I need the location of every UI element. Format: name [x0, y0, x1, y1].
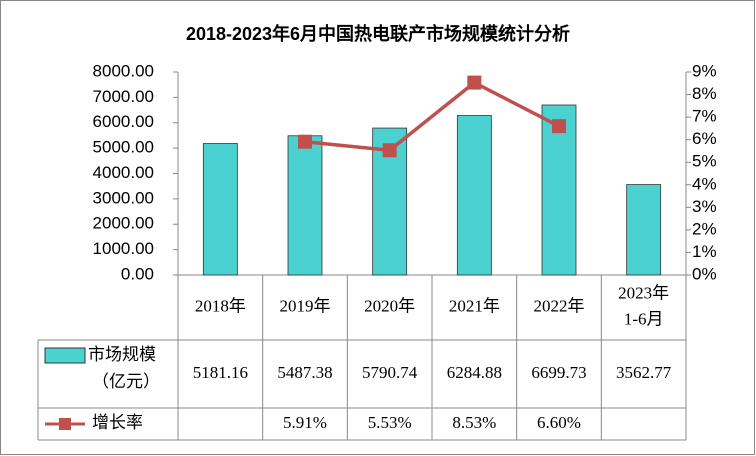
y2-tick-label: 4%: [692, 174, 717, 193]
bar: [456, 115, 492, 276]
table-value: 5181.16: [193, 363, 248, 382]
y2-tick-label: 3%: [692, 197, 717, 216]
y2-tick-label: 8%: [692, 84, 717, 103]
line-marker: [382, 143, 397, 158]
y-tick-label: 4000.00: [93, 163, 154, 182]
table-value: 5790.74: [362, 363, 418, 382]
x-tick-label: 2018年: [195, 296, 246, 315]
x-tick-label: 2020年: [364, 296, 415, 315]
line-marker: [552, 119, 566, 134]
bar: [287, 135, 323, 276]
y-tick-label: 3000.00: [93, 188, 154, 207]
legend-swatch: [44, 347, 86, 364]
y2-tick-label: 7%: [692, 107, 717, 126]
bar: [626, 184, 662, 276]
y2-tick-label: 5%: [692, 152, 717, 171]
x-tick-label: 2023年 1-6月: [618, 283, 669, 328]
y2-tick-label: 6%: [692, 129, 717, 148]
y2-tick-label: 0%: [692, 264, 717, 283]
table-value: 6.60%: [537, 413, 581, 432]
legend-label: 增长率: [92, 413, 143, 432]
table-value: 8.53%: [452, 413, 496, 432]
line-marker: [298, 134, 312, 149]
y-tick-label: 8000.00: [93, 61, 154, 80]
y-tick-label: 2000.00: [93, 214, 154, 233]
y2-tick-label: 2%: [692, 219, 717, 238]
bar: [541, 104, 577, 276]
y-tick-label: 0.00: [121, 264, 154, 283]
chart-title: 2018-2023年6月中国热电联产市场规模统计分析: [186, 23, 570, 44]
x-tick-label: 2021年: [449, 296, 500, 315]
table-value: 5.53%: [368, 413, 412, 432]
line: [304, 80, 560, 153]
table-value: 6284.88: [447, 363, 502, 382]
table-value: 5487.38: [277, 363, 332, 382]
y-tick-label: 6000.00: [93, 112, 154, 131]
y2-tick-label: 9%: [692, 61, 717, 80]
x-tick-label: 2022年: [534, 296, 585, 315]
legend-label: 市场规模（亿元）: [88, 345, 160, 391]
y-tick-label: 7000.00: [93, 87, 154, 106]
table-value: 3562.77: [616, 363, 672, 382]
x-tick-label: 2019年: [280, 296, 331, 315]
y-tick-label: 1000.00: [93, 239, 154, 258]
table-value: 6699.73: [531, 363, 586, 382]
line-marker: [467, 75, 482, 90]
y-tick-label: 5000.00: [93, 138, 154, 157]
table-value: 5.91%: [283, 413, 327, 432]
y2-tick-label: 1%: [692, 242, 717, 261]
bar: [202, 143, 238, 276]
legend-marker: [59, 418, 71, 430]
